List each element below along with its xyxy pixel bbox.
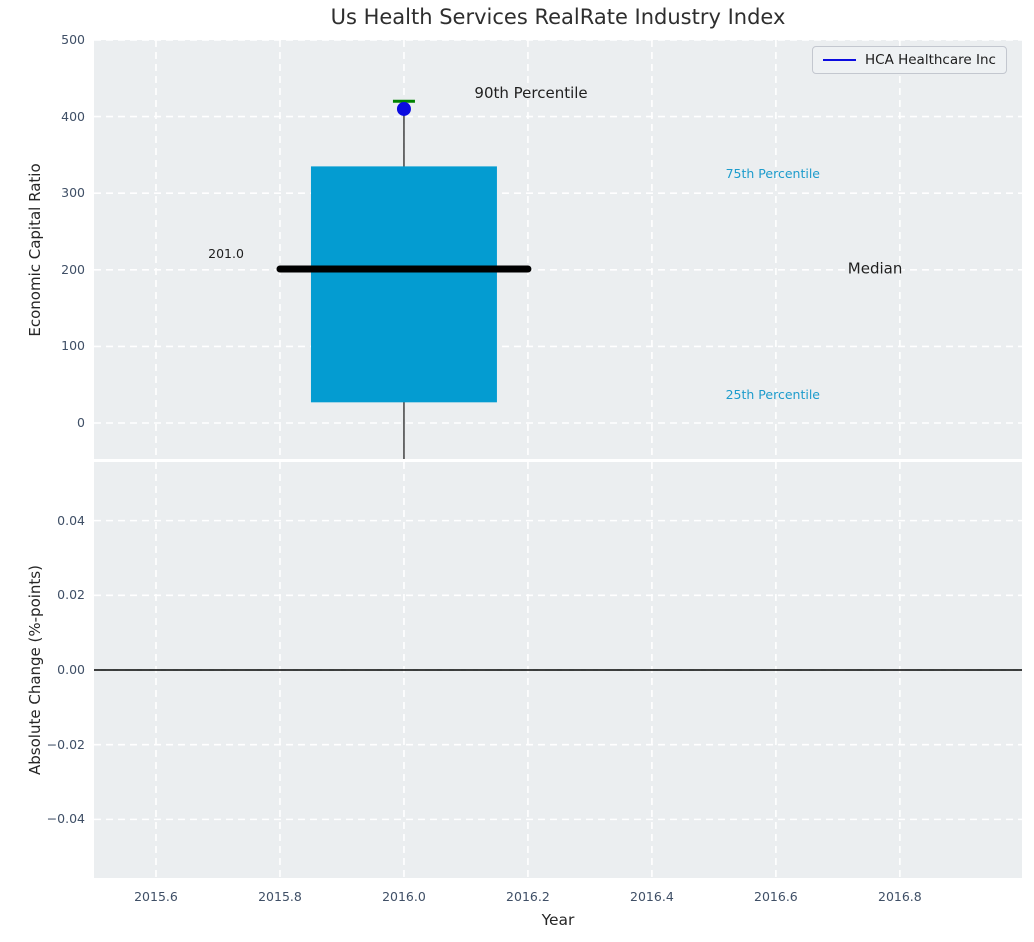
x-tick-label: 2016.6 [754, 889, 798, 904]
x-tick-label: 2015.6 [134, 889, 178, 904]
y-tick-label: 100 [61, 338, 85, 354]
legend-label: HCA Healthcare Inc [865, 52, 996, 68]
iqr-box [310, 166, 497, 403]
x-tick-label: 2016.0 [382, 889, 426, 904]
x-tick-label: 2016.4 [630, 889, 674, 904]
plot-svg-economic-capital-ratio: 201.0 90th Percentile 75th Percentile Media… [94, 39, 1022, 459]
plot-area-economic-capital-ratio: 201.0 90th Percentile 75th Percentile Media… [94, 39, 1022, 459]
x-axis-label-year: Year [541, 911, 575, 929]
annotation-75th-percentile: 75th Percentile [726, 166, 821, 181]
y-tick-label: 200 [61, 261, 85, 277]
x-tick-label: 2016.2 [506, 889, 550, 904]
x-tick-label: 2015.8 [258, 889, 302, 904]
company-marker-dot [396, 101, 411, 116]
annotation-90th-percentile: 90th Percentile [474, 84, 587, 102]
chart-title: Us Health Services RealRate Industry Ind… [330, 5, 786, 29]
y-tick-label: 400 [61, 108, 85, 124]
y-tick-label: 300 [61, 185, 85, 201]
annotation-median: Median [848, 259, 903, 277]
legend: HCA Healthcare Inc [812, 46, 1007, 74]
y-tick-label: 0 [77, 414, 85, 430]
y-tick-label: −0.02 [46, 736, 85, 752]
annotation-25th-percentile: 25th Percentile [726, 387, 821, 402]
annotation-201-0: 201.0 [208, 246, 244, 261]
y-tick-label: 0.02 [57, 587, 85, 603]
y-tick-label: 500 [61, 32, 85, 47]
y-tick-label: 0.04 [57, 512, 85, 528]
x-tick-label: 2016.8 [878, 889, 922, 904]
y-tick-label: −0.04 [46, 811, 85, 827]
plot-svg-absolute-change [94, 462, 1022, 878]
plot-area-absolute-change [94, 462, 1022, 878]
y-tick-label: 0.00 [57, 662, 85, 677]
legend-line-swatch [823, 59, 856, 61]
